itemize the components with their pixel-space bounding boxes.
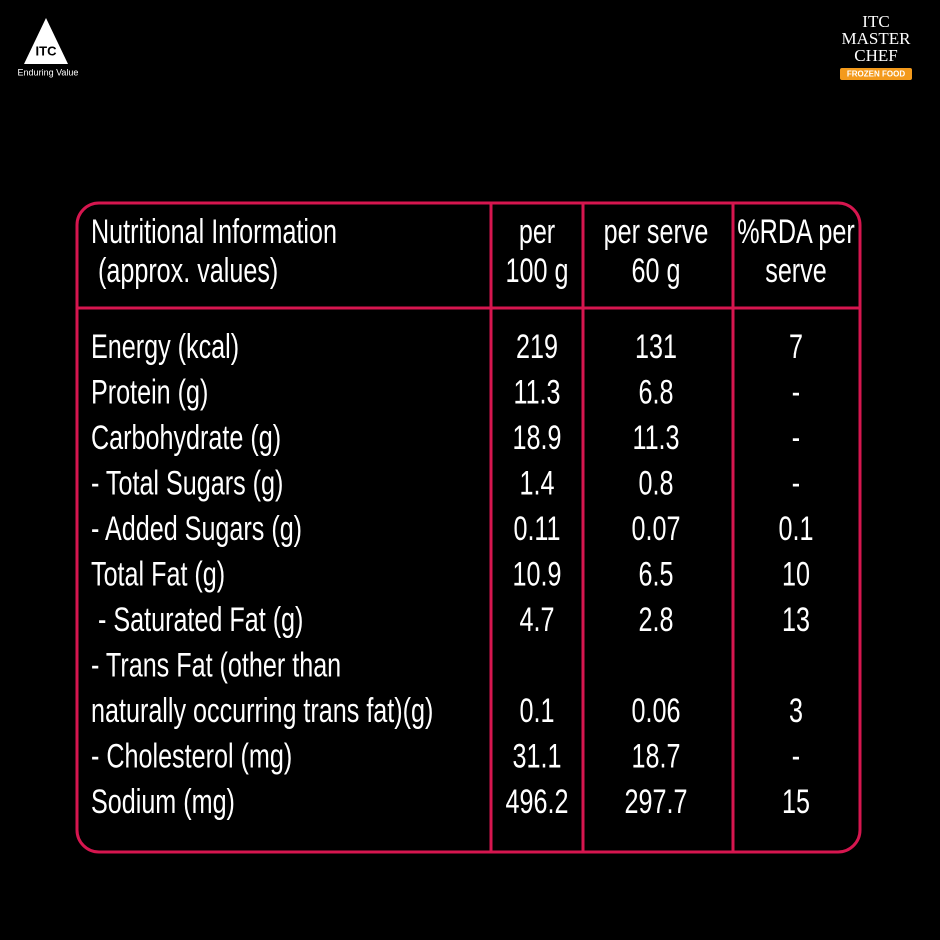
row-value: 0.1 (779, 510, 814, 548)
itc-tagline: Enduring Value (18, 67, 79, 77)
header-cell: per serve (604, 213, 709, 251)
row-value: 15 (782, 783, 810, 821)
row-value: 297.7 (625, 783, 688, 821)
row-value: 0.11 (513, 510, 560, 548)
row-value: 219 (516, 328, 558, 366)
header-cell: 60 g (632, 252, 681, 290)
row-value: 0.8 (639, 465, 674, 503)
row-value: 2.8 (639, 601, 674, 639)
row-value: - (792, 374, 800, 412)
row-value: 496.2 (506, 783, 569, 821)
row-label: - Total Sugars (g) (91, 465, 283, 503)
row-value: 11.3 (632, 419, 679, 457)
row-value: 6.8 (639, 374, 674, 412)
row-label: - Added Sugars (g) (91, 510, 302, 548)
masterchef-logo: ITC MASTER CHEF FROZEN FOOD (840, 12, 912, 80)
row-value: 11.3 (513, 374, 560, 412)
row-value: 0.1 (520, 692, 555, 730)
table-cells: Nutritional Information (approx. values)… (91, 213, 855, 821)
header-cell: (approx. values) (91, 252, 278, 290)
header-cell: Nutritional Information (91, 213, 337, 251)
row-value: - (792, 419, 800, 457)
row-value: 0.06 (632, 692, 681, 730)
row-label: naturally occurring trans fat)(g) (91, 692, 433, 730)
header-cell: serve (765, 252, 826, 290)
table-frame (75, 201, 862, 854)
masterchef-badge (840, 68, 912, 80)
row-value: 18.9 (513, 419, 562, 457)
row-value: 131 (635, 328, 677, 366)
row-label: Carbohydrate (g) (91, 419, 281, 457)
row-value: 10.9 (513, 556, 562, 594)
masterchef-badge-text: FROZEN FOOD (847, 70, 905, 79)
row-value: 0.07 (632, 510, 681, 548)
table-border (75, 201, 862, 854)
row-value: 4.7 (520, 601, 555, 639)
row-label: - Cholesterol (mg) (91, 738, 292, 776)
masterchef-line: CHEF (854, 46, 897, 65)
row-value: 6.5 (639, 556, 674, 594)
itc-triangle (24, 18, 68, 64)
row-value: 10 (782, 556, 810, 594)
row-label: Protein (g) (91, 374, 208, 412)
row-value: - (792, 738, 800, 776)
header-cell: 100 g (506, 252, 569, 290)
row-value: 1.4 (520, 465, 555, 503)
header-cell: %RDA per (737, 213, 854, 251)
row-value: - (792, 465, 800, 503)
row-label: Total Fat (g) (91, 556, 225, 594)
header-cell: per (519, 213, 555, 251)
itc-logo: ITC Enduring Value (18, 18, 79, 77)
row-label: Energy (kcal) (91, 328, 239, 366)
row-value: 7 (789, 328, 803, 366)
row-label: - Saturated Fat (g) (91, 601, 303, 639)
itc-logo-text: ITC (36, 43, 58, 58)
masterchef-line: MASTER (842, 29, 912, 48)
row-value: 31.1 (513, 738, 562, 776)
row-label: Sodium (mg) (91, 783, 235, 821)
row-value: 3 (789, 692, 803, 730)
row-value: 18.7 (632, 738, 681, 776)
row-value: 13 (782, 601, 810, 639)
row-label: - Trans Fat (other than (91, 647, 341, 685)
masterchef-line: ITC (862, 12, 889, 31)
